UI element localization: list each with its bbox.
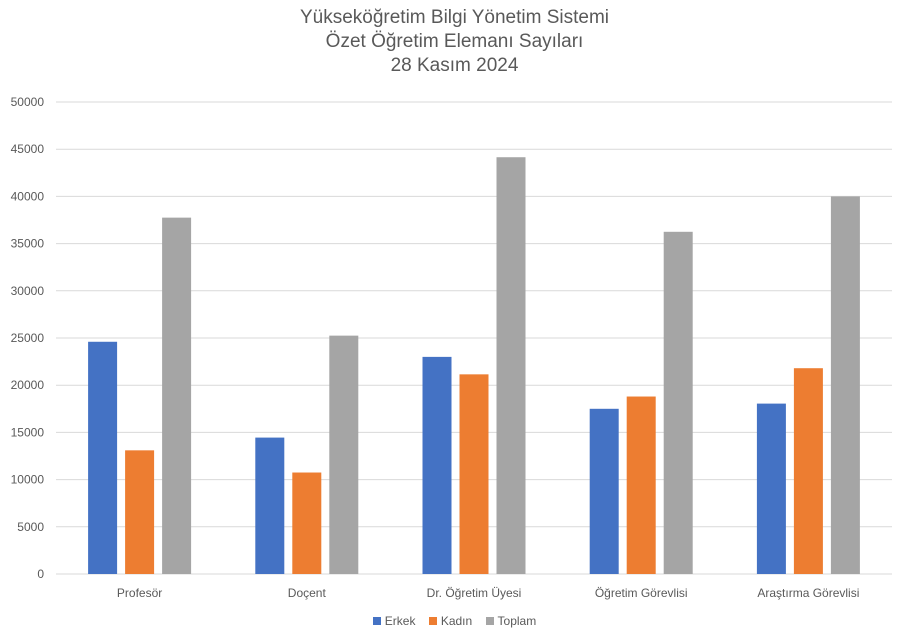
y-tick-label: 15000 — [11, 425, 45, 439]
bar-toplam-2 — [329, 335, 359, 574]
bar-erkek-3 — [422, 356, 452, 574]
y-tick-label: 40000 — [11, 189, 45, 203]
legend-item-toplam[interactable]: Toplam — [485, 614, 537, 628]
legend-swatch-toplam — [485, 617, 494, 625]
y-tick-label: 50000 — [11, 95, 45, 109]
x-tick-label: Profesör — [117, 586, 162, 600]
legend-label-erkek: Erkek — [384, 614, 416, 628]
x-tick-label: Doçent — [288, 586, 327, 600]
bar-erkek-5 — [756, 403, 786, 574]
y-tick-label: 45000 — [11, 142, 45, 156]
bar-kadn-3 — [459, 374, 489, 574]
y-tick-label: 10000 — [11, 473, 45, 487]
bar-erkek-4 — [589, 408, 619, 574]
bar-kadn-4 — [626, 396, 656, 574]
bar-toplam-1 — [162, 217, 192, 574]
y-tick-label: 30000 — [11, 284, 45, 298]
bar-kadn-2 — [292, 472, 322, 574]
legend-label-toplam: Toplam — [497, 614, 537, 628]
chart-title-line-1: Yükseköğretim Bilgi Yönetim Sistemi — [299, 7, 610, 28]
legend-item-erkek[interactable]: Erkek — [372, 614, 416, 628]
bar-toplam-5 — [830, 196, 860, 574]
bar-kadn-1 — [125, 450, 155, 574]
legend-label-kadin: Kadın — [440, 614, 473, 628]
y-tick-label: 25000 — [11, 331, 45, 345]
chart-title-line-3: 28 Kasım 2024 — [390, 55, 519, 76]
bar-toplam-3 — [496, 157, 526, 574]
bar-kadn-5 — [793, 368, 823, 574]
y-tick-label: 20000 — [11, 378, 45, 392]
x-tick-label: Dr. Öğretim Üyesi — [427, 586, 522, 600]
y-tick-label: 0 — [37, 567, 44, 581]
legend-item-kadin[interactable]: Kadın — [428, 614, 473, 628]
bar-toplam-4 — [663, 231, 693, 575]
legend-swatch-erkek — [372, 617, 381, 625]
y-tick-label: 35000 — [11, 237, 45, 251]
legend-swatch-kadin — [428, 617, 437, 625]
legend: Erkek Kadın Toplam — [0, 614, 909, 628]
x-tick-label: Öğretim Görevlisi — [595, 586, 688, 600]
chart-title: Yükseköğretim Bilgi Yönetim Sistemi Özet… — [0, 6, 909, 78]
y-tick-label: 5000 — [17, 520, 44, 534]
bar-erkek-2 — [255, 437, 285, 574]
x-tick-label: Araştırma Görevlisi — [757, 586, 859, 600]
chart-title-line-2: Özet Öğretim Elemanı Sayıları — [325, 31, 584, 52]
bar-erkek-1 — [88, 341, 118, 574]
